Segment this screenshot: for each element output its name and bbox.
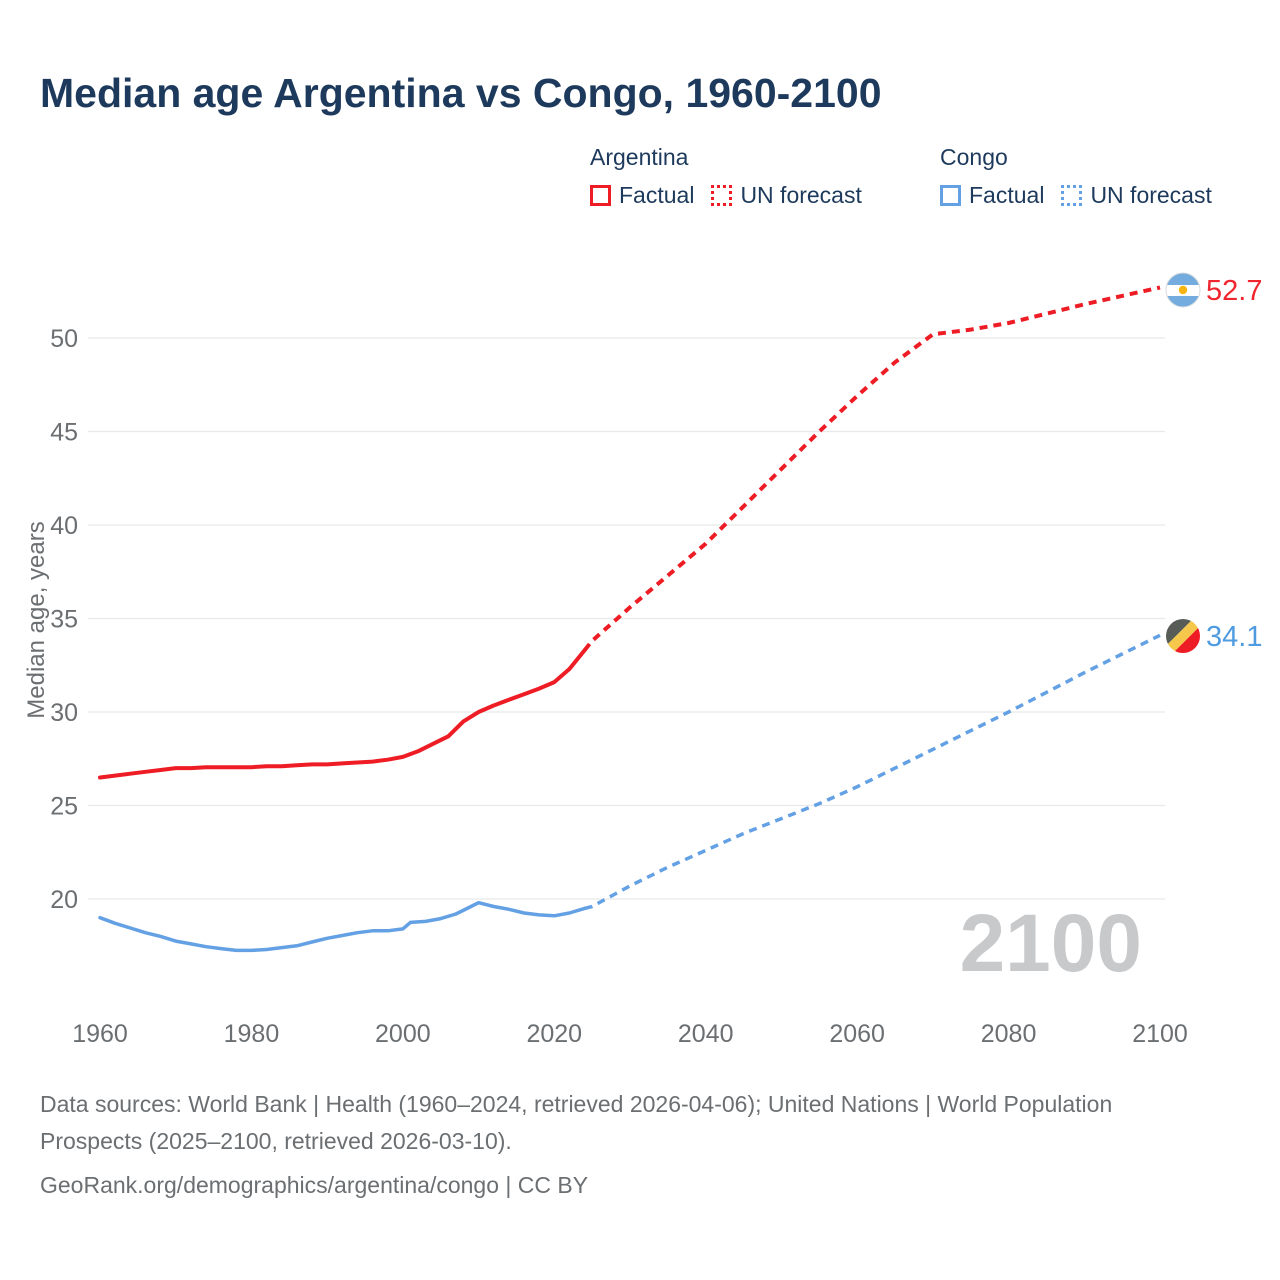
legend-label: UN forecast: [1090, 182, 1212, 208]
legend-item-congo-factual: Factual: [940, 182, 1044, 209]
legend-row-congo: Factual UN forecast: [940, 182, 1212, 209]
y-tick-label-20: 20: [50, 886, 78, 914]
y-tick-label-35: 35: [50, 606, 78, 634]
legend-item-congo-forecast: UN forecast: [1061, 182, 1212, 209]
x-tick-label-2100: 2100: [1132, 1020, 1188, 1048]
legend-item-argentina-factual: Factual: [590, 182, 694, 209]
footer: Data sources: World Bank | Health (1960–…: [40, 1086, 1170, 1204]
congo-end-value: 34.1: [1206, 621, 1262, 653]
legend-group-argentina: Argentina Factual UN forecast: [590, 144, 862, 209]
x-tick-label-1980: 1980: [224, 1020, 280, 1048]
y-tick-label-50: 50: [50, 325, 78, 353]
axis-label-layer: 50 45 40 35 30 25 20 1960 1980 2000 2020 2040 2060 20…: [23, 325, 1188, 1048]
legend-country-congo: Congo: [940, 144, 1008, 170]
legend-label: Factual: [619, 182, 695, 208]
congo-flag-icon: [1166, 619, 1200, 653]
legend-row-argentina: Factual UN forecast: [590, 182, 862, 209]
legend-item-argentina-forecast: UN forecast: [711, 182, 862, 209]
argentina-factual-line: [98, 648, 587, 780]
argentina-factual-swatch-icon: [590, 185, 611, 206]
x-tick-label-2060: 2060: [829, 1020, 885, 1048]
argentina-un-forecast-line: [583, 285, 1161, 652]
series-layer: [98, 285, 1161, 953]
y-tick-label-45: 45: [50, 419, 78, 447]
x-tick-label-2080: 2080: [981, 1020, 1037, 1048]
y-tick-label-40: 40: [50, 512, 78, 540]
attribution-text: GeoRank.org/demographics/argentina/congo…: [40, 1172, 589, 1198]
congo-forecast-swatch-icon: [1061, 185, 1083, 206]
x-tick-label-2040: 2040: [678, 1020, 734, 1048]
x-tick-label-2020: 2020: [526, 1020, 582, 1048]
x-tick-label-1960: 1960: [72, 1020, 128, 1048]
data-sources-text: Data sources: World Bank | Health (1960–…: [40, 1091, 1113, 1154]
argentina-flag-icon: [1165, 272, 1201, 308]
watermark-year: 2100: [960, 898, 1142, 989]
legend-label: Factual: [969, 182, 1045, 208]
grid-layer: [88, 337, 1165, 900]
y-axis-title: Median age, years: [23, 521, 50, 718]
legend-country-argentina: Argentina: [590, 144, 689, 170]
x-tick-label-2000: 2000: [375, 1020, 431, 1048]
legend-label: UN forecast: [740, 182, 862, 208]
argentina-forecast-swatch-icon: [711, 185, 733, 206]
congo-factual-line: [98, 900, 587, 953]
y-tick-label-25: 25: [50, 793, 78, 821]
legend-group-congo: Congo Factual UN forecast: [940, 144, 1212, 209]
y-tick-label-30: 30: [50, 699, 78, 727]
argentina-end-value: 52.7: [1206, 275, 1262, 307]
congo-factual-swatch-icon: [940, 185, 961, 206]
chart-title: Median age Argentina vs Congo, 1960-2100: [40, 70, 882, 116]
congo-un-forecast-line: [584, 633, 1161, 911]
